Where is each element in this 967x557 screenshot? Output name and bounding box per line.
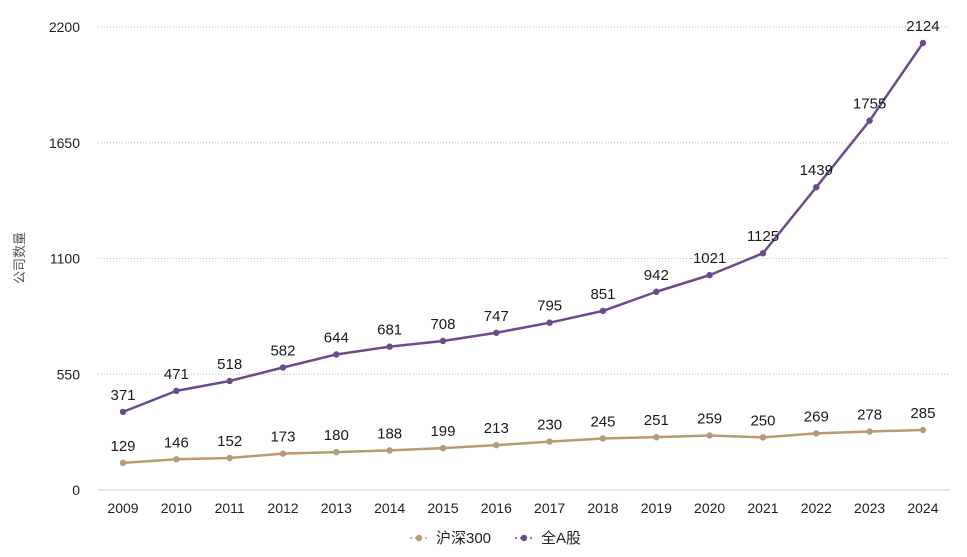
data-point — [493, 329, 500, 336]
x-tick-label: 2014 — [374, 500, 405, 516]
legend: 沪深300 全A股 — [410, 529, 581, 547]
data-point — [439, 337, 447, 345]
data-label: 285 — [910, 405, 935, 422]
data-label: 245 — [590, 413, 615, 430]
data-point — [706, 271, 713, 279]
x-tick-label: 2019 — [641, 500, 672, 516]
x-tick-label: 2009 — [107, 500, 138, 516]
data-label: 259 — [697, 410, 722, 427]
x-tick-label: 2012 — [267, 500, 298, 516]
x-tick-label: 2017 — [534, 500, 565, 516]
data-labels: 129 146 152 173 180 188 199 213 230 245 251 259 250 2… — [110, 18, 939, 455]
data-point — [813, 183, 820, 191]
data-label: 1125 — [747, 228, 779, 245]
data-point — [813, 430, 820, 437]
data-label: 582 — [270, 343, 295, 360]
series-line — [122, 42, 924, 414]
data-label: 230 — [537, 417, 562, 434]
y-tick-label: 1100 — [50, 251, 80, 267]
data-label: 371 — [110, 387, 135, 404]
y-axis-label: 公司数量 — [12, 232, 27, 284]
data-label: 199 — [430, 423, 455, 440]
legend-label: 沪深300 — [436, 530, 491, 547]
data-point — [866, 117, 873, 124]
data-point — [439, 444, 447, 452]
x-tick-label: 2010 — [161, 500, 192, 516]
x-tick-label: 2021 — [747, 500, 778, 516]
legend-label: 全A股 — [541, 529, 581, 547]
data-point — [653, 288, 660, 295]
y-tick-label: 1650 — [49, 135, 80, 151]
x-axis-ticks: 2009 2010 2011 2012 2013 2014 2015 2016 2017 2018… — [107, 500, 938, 516]
data-label: 213 — [484, 420, 509, 437]
data-point — [386, 447, 393, 454]
data-label: 708 — [430, 316, 455, 333]
x-tick-label: 2011 — [215, 500, 245, 516]
legend-marker-dot — [415, 534, 423, 542]
x-tick-label: 2015 — [427, 500, 458, 516]
x-tick-label: 2016 — [481, 500, 512, 516]
x-tick-label: 2024 — [907, 500, 938, 516]
data-label: 278 — [857, 406, 882, 423]
legend-marker-dot — [520, 534, 528, 542]
data-point — [759, 250, 767, 257]
data-label: 795 — [537, 298, 562, 315]
data-label: 251 — [644, 412, 669, 429]
data-point — [119, 459, 127, 467]
data-point — [173, 456, 180, 463]
data-point — [759, 434, 767, 441]
y-tick-label: 0 — [72, 482, 80, 498]
data-label: 2124 — [906, 18, 939, 35]
data-point — [333, 351, 340, 358]
data-label: 1439 — [800, 162, 833, 179]
y-axis-ticks: 0 550 1100 1650 2200 — [49, 19, 80, 498]
data-label: 471 — [164, 366, 189, 383]
data-point — [599, 435, 607, 442]
x-tick-label: 2013 — [321, 500, 352, 516]
data-label: 1755 — [853, 96, 886, 113]
data-label: 146 — [164, 434, 189, 451]
x-tick-label: 2018 — [587, 500, 618, 516]
series-line — [122, 428, 923, 465]
data-label: 518 — [217, 356, 242, 373]
data-point — [653, 433, 660, 441]
data-point — [546, 438, 553, 445]
data-label: 747 — [484, 308, 509, 325]
data-point — [226, 377, 233, 385]
grid-lines — [98, 26, 950, 375]
data-label: 152 — [217, 433, 242, 450]
data-point — [279, 364, 287, 371]
data-point — [546, 319, 553, 326]
data-label: 644 — [324, 329, 349, 346]
data-label: 180 — [324, 427, 349, 444]
data-point — [706, 432, 713, 439]
data-label: 851 — [590, 286, 615, 303]
data-point — [493, 441, 500, 449]
data-point — [866, 428, 873, 435]
data-label: 1021 — [693, 250, 726, 267]
x-tick-label: 2023 — [854, 500, 885, 516]
series-group — [119, 39, 927, 467]
data-point — [119, 408, 127, 416]
data-label: 188 — [377, 425, 402, 442]
data-point — [919, 426, 927, 434]
data-label: 250 — [750, 412, 775, 429]
x-tick-label: 2022 — [801, 500, 832, 516]
data-label: 173 — [270, 429, 295, 446]
y-tick-label: 2200 — [49, 19, 80, 35]
data-label: 129 — [110, 438, 135, 455]
data-label: 269 — [804, 408, 829, 425]
y-tick-label: 550 — [57, 366, 81, 382]
data-point — [333, 448, 340, 456]
data-point — [386, 343, 393, 350]
data-point — [919, 39, 927, 47]
data-point — [599, 307, 607, 315]
data-label: 942 — [644, 267, 669, 284]
data-point — [279, 450, 287, 457]
x-tick-label: 2020 — [694, 500, 725, 516]
data-point — [173, 387, 180, 395]
data-point — [226, 454, 233, 462]
data-label: 681 — [377, 322, 402, 339]
